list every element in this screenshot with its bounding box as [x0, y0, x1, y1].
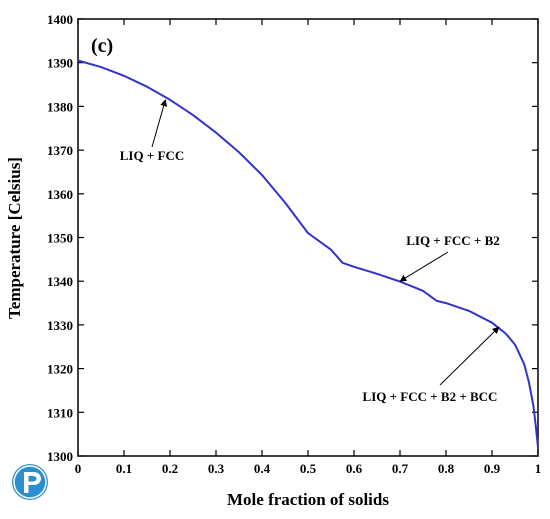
annotation-label: LIQ + FCC + B2: [406, 233, 500, 248]
y-tick-label: 1400: [47, 12, 73, 27]
annotation-arrow: [439, 326, 500, 386]
y-tick-label: 1340: [47, 274, 73, 289]
y-axis-title: Temperature [Celsius]: [5, 157, 24, 319]
y-tick-label: 1370: [47, 143, 73, 158]
y-tick-label: 1330: [47, 318, 73, 333]
x-tick-label: 0.7: [392, 461, 409, 476]
x-axis-title: Mole fraction of solids: [227, 490, 389, 509]
series-layer: [77, 59, 539, 448]
x-tick-label: 0.3: [208, 461, 225, 476]
panel-label: (c): [91, 35, 113, 57]
y-tick-label: 1360: [47, 187, 73, 202]
y-tick-label: 1310: [47, 405, 73, 420]
y-tick-label: 1350: [47, 231, 73, 246]
y-tick-label: 1320: [47, 362, 73, 377]
y-tick-label: 1300: [47, 449, 73, 464]
annotation-arrow: [399, 251, 449, 282]
x-tick-label: 0.8: [438, 461, 455, 476]
x-tick-label: 0.9: [484, 461, 501, 476]
y-tick-label: 1380: [47, 99, 73, 114]
annotation-arrow: [151, 99, 168, 148]
annotations: LIQ + FCC LIQ + FCC + B2 LIQ + FCC + B2 + …: [120, 99, 500, 404]
p-logo-icon: [12, 464, 48, 500]
x-tick-label: 0.1: [116, 461, 132, 476]
annotation-label: LIQ + FCC: [120, 148, 184, 163]
x-tick-label: 0.4: [254, 461, 271, 476]
x-tick-label: 0.6: [346, 461, 363, 476]
x-tick-label: 1: [535, 461, 542, 476]
y-tick-label: 1390: [47, 56, 73, 71]
annotation-label: LIQ + FCC + B2 + BCC: [363, 389, 498, 404]
x-tick-label: 0.5: [300, 461, 317, 476]
x-tick-label: 0.2: [162, 461, 178, 476]
series-line-0: [77, 59, 539, 448]
x-tick-label: 0: [75, 461, 82, 476]
axes: 0 0.1 0.2 0.3 0.4 0.5 0.6 0.7 0.8 0.9 1 1300 1310 132…: [47, 12, 541, 476]
